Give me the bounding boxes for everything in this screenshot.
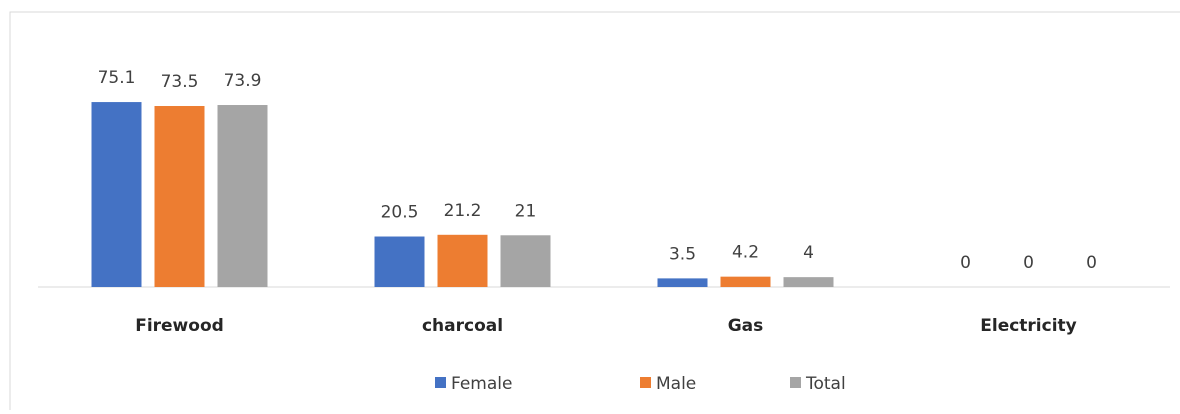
legend-swatch	[790, 377, 801, 388]
bar	[437, 234, 488, 287]
data-label: 73.5	[161, 72, 199, 92]
bar	[720, 276, 771, 287]
bar	[374, 236, 425, 287]
data-label: 0	[1023, 253, 1034, 273]
data-label: 3.5	[669, 244, 696, 264]
legend-label: Female	[451, 374, 512, 394]
legend-swatch	[435, 377, 446, 388]
bar	[154, 106, 205, 287]
bar	[783, 277, 834, 287]
data-label: 0	[960, 253, 971, 273]
x-tick-label: Firewood	[135, 316, 224, 336]
data-label: 0	[1086, 253, 1097, 273]
data-label: 4.2	[732, 243, 759, 263]
data-label: 21.2	[444, 201, 482, 221]
data-label: 75.1	[98, 68, 136, 88]
legend-label: Total	[805, 374, 846, 394]
data-label: 73.9	[224, 71, 262, 91]
bar	[91, 102, 142, 287]
legend-swatch	[640, 377, 651, 388]
x-tick-label: Gas	[728, 316, 764, 336]
x-tick-label: charcoal	[422, 316, 503, 336]
chart-frame	[9, 11, 1180, 414]
bar	[500, 235, 551, 287]
data-label: 21	[515, 201, 537, 221]
data-label: 20.5	[381, 203, 419, 223]
legend-label: Male	[656, 374, 696, 394]
bar	[657, 278, 708, 287]
data-label: 4	[803, 243, 814, 263]
bar	[217, 105, 268, 288]
x-tick-label: Electricity	[980, 316, 1077, 336]
